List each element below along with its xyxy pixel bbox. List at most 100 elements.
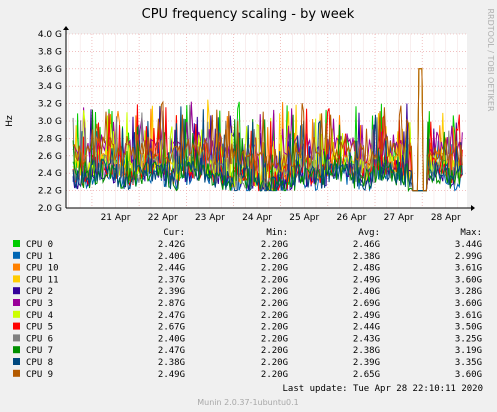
legend-value: 3.60G [455,370,482,380]
legend-value: 3.44G [455,240,482,250]
legend-series-name: CPU 5 [26,323,53,333]
watermark: RRDTOOL / TOBI OETIKER [486,8,495,111]
last-update: Last update: Tue Apr 28 22:10:11 2020 [283,384,483,394]
legend-series-name: CPU 0 [26,240,53,250]
footer-version: Munin 2.0.37-1ubuntu0.1 [197,398,299,407]
legend-value: 2.20G [261,358,288,368]
y-tick-label: 2.8 G [38,134,62,144]
legend-swatch [13,310,20,318]
legend-value: 2.20G [261,264,288,274]
legend-value: 3.60G [455,299,482,309]
legend-value: 2.20G [261,240,288,250]
legend-value: 2.46G [353,240,380,250]
y-tick-label: 3.6 G [38,65,62,75]
legend-swatch [13,240,20,247]
legend-series-name: CPU 1 [26,252,53,262]
legend-series-name: CPU 8 [26,358,53,368]
legend-series-name: CPU 9 [26,370,53,380]
legend-value: 2.49G [158,370,185,380]
legend-value: 2.49G [353,311,380,321]
legend-swatch [13,346,20,354]
legend-header: Min: [266,228,288,238]
axes [63,26,475,211]
legend-series-name: CPU 10 [26,264,59,274]
legend-value: 2.65G [353,370,380,380]
legend-swatch [13,251,20,259]
legend-value: 2.20G [261,323,288,333]
legend-swatch [13,287,20,295]
y-tick-label: 3.0 G [38,117,62,127]
x-tick-label: 27 Apr [384,213,414,223]
legend-value: 2.20G [261,346,288,356]
x-tick-label: 22 Apr [148,213,178,223]
legend-value: 2.42G [158,240,185,250]
legend-value: 2.67G [158,323,185,333]
legend-header: Avg: [358,228,380,238]
y-tick-label: 4.0 G [38,30,62,40]
legend-value: 2.39G [158,287,185,297]
legend-value: 2.20G [261,252,288,262]
legend-value: 2.20G [261,287,288,297]
x-axis-arrow [471,205,475,211]
legend-value: 2.40G [158,334,185,344]
x-tick-label: 23 Apr [195,213,225,223]
legend-value: 2.48G [353,264,380,274]
y-tick-label: 3.8 G [38,47,62,57]
legend-series-name: CPU 6 [26,334,53,344]
legend-swatch [13,334,20,342]
legend-value: 2.69G [353,299,380,309]
legend-swatch [13,263,20,271]
y-axis-arrow [63,26,69,30]
legend-value: 3.28G [455,287,482,297]
legend-series-name: CPU 4 [26,311,53,321]
legend-swatch [13,369,20,377]
legend-value: 2.49G [353,275,380,285]
legend-swatch [13,275,20,283]
legend-value: 2.20G [261,334,288,344]
legend-table: Cur: Min: Avg: Max: CPU 0 2.42G 2.20G 2.46G 3.44… [13,228,482,380]
tick-labels: 2.0 G 2.2 G 2.4 G 2.6 G 2.8 G 3.0 G 3.2 G 3.4 G… [38,30,461,223]
y-tick-label: 3.4 G [38,82,62,92]
legend-value: 2.87G [158,299,185,309]
legend-value: 2.44G [158,264,185,274]
x-tick-label: 28 Apr [431,213,461,223]
legend-value: 2.44G [353,323,380,333]
legend-value: 2.20G [261,311,288,321]
legend-series-name: CPU 2 [26,287,53,297]
x-tick-label: 26 Apr [336,213,366,223]
legend-header: Max: [460,228,482,238]
legend-value: 2.39G [353,358,380,368]
legend-value: 2.20G [261,370,288,380]
legend-value: 3.35G [455,358,482,368]
y-tick-label: 3.2 G [38,100,62,110]
legend-value: 2.40G [353,287,380,297]
legend-swatch [13,358,20,365]
y-tick-label: 2.4 G [38,169,62,179]
legend-series-name: CPU 3 [26,299,53,309]
series-layer [72,68,463,193]
legend-value: 3.19G [455,346,482,356]
legend-series-name: CPU 7 [26,346,53,356]
y-tick-label: 2.6 G [38,152,62,162]
y-tick-label: 2.0 G [38,204,62,214]
series-line [72,106,463,192]
legend-value: 2.38G [158,358,185,368]
chart-title: CPU frequency scaling - by week [142,7,355,22]
legend-swatch [13,322,20,330]
legend-value: 2.20G [261,275,288,285]
legend-value: 3.60G [455,275,482,285]
legend-value: 2.38G [353,252,380,262]
legend-value: 2.37G [158,275,185,285]
legend-value: 3.61G [455,311,482,321]
legend-value: 2.20G [261,299,288,309]
legend-swatch [13,299,20,306]
legend-value: 2.40G [158,252,185,262]
legend-value: 2.43G [353,334,380,344]
legend-value: 2.38G [353,346,380,356]
y-axis-label: Hz [5,115,15,127]
x-tick-label: 24 Apr [242,213,272,223]
legend-series-name: CPU 11 [26,275,59,285]
legend-value: 2.99G [455,252,482,262]
x-tick-label: 21 Apr [101,213,131,223]
